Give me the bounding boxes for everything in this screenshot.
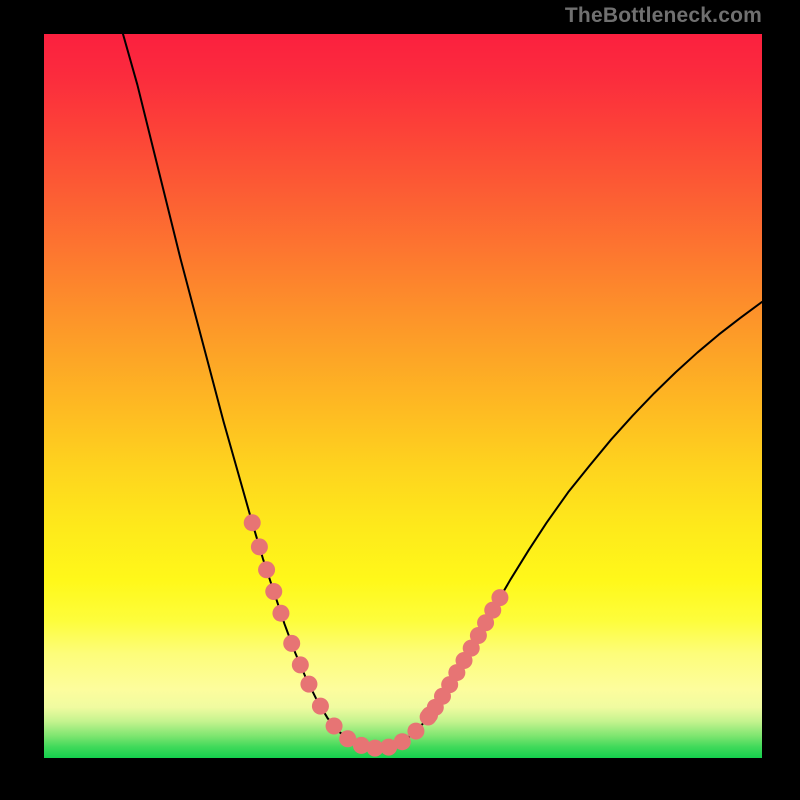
plot-area — [44, 34, 762, 758]
plot-svg — [44, 34, 762, 758]
watermark-text: TheBottleneck.com — [565, 4, 762, 28]
curve-marker — [491, 589, 508, 606]
curve-marker — [272, 605, 289, 622]
curve-marker — [300, 676, 317, 693]
curve-marker — [251, 538, 268, 555]
figure-container: TheBottleneck.com — [0, 0, 800, 800]
curve-marker — [258, 561, 275, 578]
curve-marker — [407, 723, 424, 740]
curve-marker — [283, 635, 300, 652]
curve-marker — [244, 514, 261, 531]
curve-marker — [292, 656, 309, 673]
curve-marker — [326, 718, 343, 735]
curve-marker — [394, 733, 411, 750]
curve-marker — [265, 583, 282, 600]
curve-marker — [312, 698, 329, 715]
